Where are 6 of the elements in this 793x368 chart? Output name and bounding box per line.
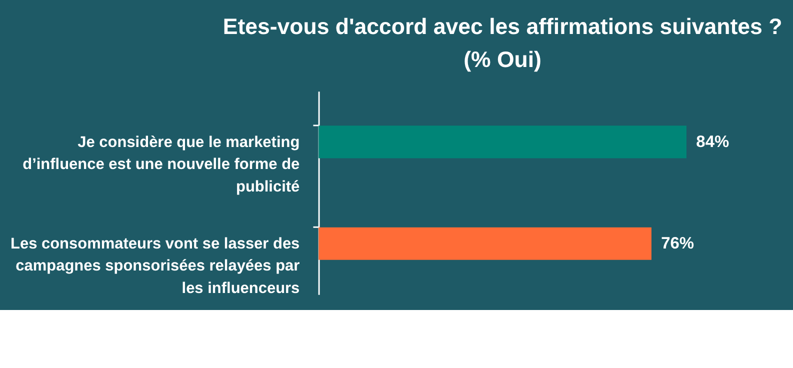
y-tick-label: Les consommateurs vont se lasser des campagnes sponsorisées relayées par les influenceurs xyxy=(10,235,300,297)
chart-subtitle: (% Oui) xyxy=(464,46,542,72)
chart-title: Etes-vous d'accord avec les affirmations suivantes ? xyxy=(222,14,782,39)
data-label: 76% xyxy=(661,234,694,252)
data-label: 84% xyxy=(696,132,730,151)
y-tick-label: Je considère que le marketing d’influence est une nouvelle forme de publicité xyxy=(22,134,300,196)
